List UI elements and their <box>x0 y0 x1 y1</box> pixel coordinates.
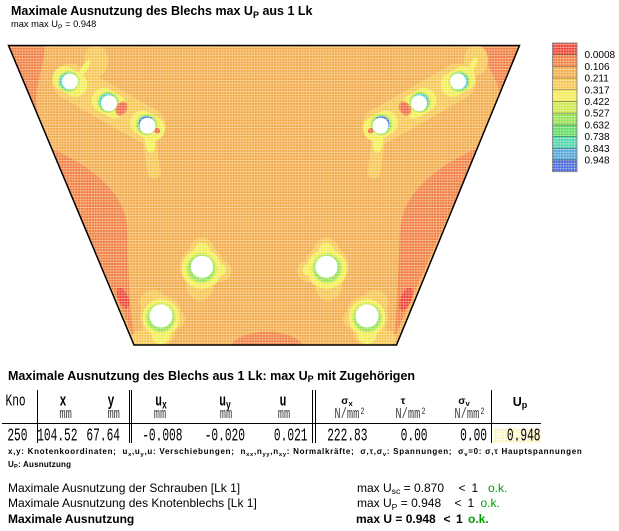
svg-text:0.106: 0.106 <box>585 62 610 73</box>
svg-text:0.738: 0.738 <box>585 132 610 143</box>
svg-text:0.632: 0.632 <box>585 120 610 131</box>
svg-text:0.0008: 0.0008 <box>585 50 616 61</box>
svg-text:0.211: 0.211 <box>585 74 610 85</box>
svg-text:0.843: 0.843 <box>585 144 610 155</box>
svg-text:0.527: 0.527 <box>585 109 610 120</box>
svg-text:0.317: 0.317 <box>585 85 610 96</box>
svg-text:0.948: 0.948 <box>585 156 610 167</box>
svg-text:0.422: 0.422 <box>585 97 610 108</box>
